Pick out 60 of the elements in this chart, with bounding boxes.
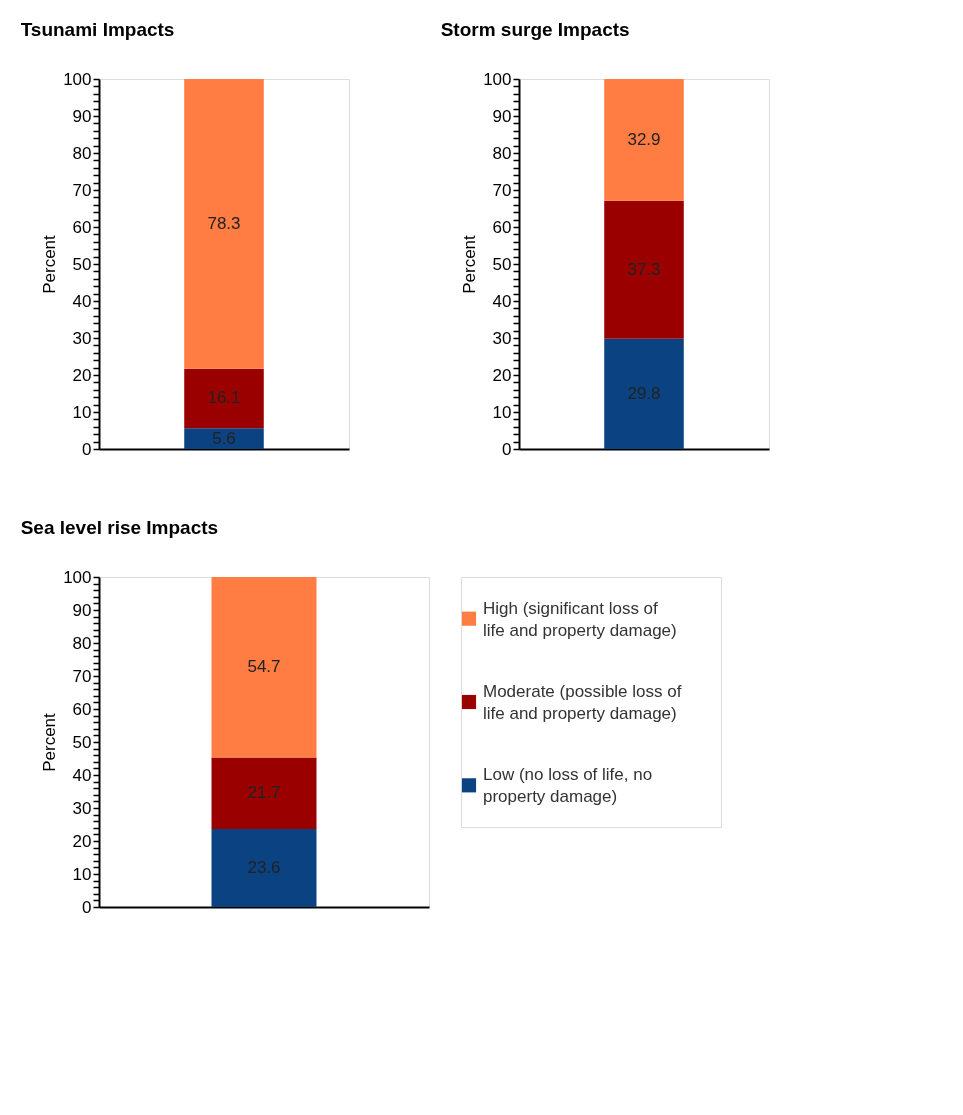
y-tick-label: 40 — [72, 765, 92, 785]
y-tick-label: 60 — [72, 699, 92, 719]
y-tick-label: 30 — [72, 328, 92, 348]
y-tick-label: 90 — [492, 106, 512, 126]
y-tick-label: 10 — [72, 864, 92, 884]
chart-title: Sea level rise Impacts — [20, 517, 219, 538]
y-tick-label: 50 — [492, 254, 512, 274]
data-label: 5.6 — [212, 428, 236, 448]
y-tick-label: 100 — [63, 69, 92, 89]
bar — [604, 200, 684, 339]
y-axis-title: Percent — [40, 234, 60, 294]
data-label: 21.7 — [247, 783, 281, 803]
y-axis-title: Percent — [40, 712, 60, 772]
y-tick-label: 60 — [492, 217, 512, 237]
legend-label: Low (no loss of life, no property damage) — [483, 765, 653, 807]
y-tick-label: 50 — [72, 732, 92, 752]
y-tick-label: 80 — [72, 633, 92, 653]
bar — [604, 338, 684, 449]
y-tick-label: 80 — [72, 143, 92, 163]
bar — [184, 368, 264, 429]
data-label: 16.1 — [207, 388, 241, 408]
y-tick-label: 70 — [72, 180, 92, 200]
y-tick-label: 90 — [72, 600, 92, 620]
y-tick-label: 20 — [72, 365, 92, 385]
legend-label: Moderate (possible loss of life and property damage) — [483, 682, 682, 723]
y-tick-label: 90 — [72, 106, 92, 126]
y-axis-title: Percent — [460, 234, 480, 294]
chart-title: Storm surge Impacts — [440, 19, 630, 40]
bar — [211, 757, 317, 830]
data-label: 78.3 — [207, 213, 241, 233]
y-tick-label: 10 — [492, 402, 512, 422]
y-tick-label: 100 — [483, 69, 512, 89]
bar — [604, 79, 684, 201]
y-tick-label: 70 — [72, 666, 92, 686]
data-label: 29.8 — [627, 383, 661, 403]
y-tick-label: 50 — [72, 254, 92, 274]
y-tick-label: 0 — [502, 439, 512, 459]
y-tick-label: 80 — [492, 143, 512, 163]
legend-label: High (significant loss of life and property damage) — [483, 598, 677, 640]
bar — [211, 577, 317, 758]
y-tick-label: 60 — [72, 217, 92, 237]
y-tick-label: 0 — [82, 897, 92, 917]
y-tick-label: 40 — [492, 291, 512, 311]
chart-title: Tsunami Impacts — [20, 19, 175, 40]
data-label: 23.6 — [247, 858, 281, 878]
data-label: 54.7 — [247, 657, 281, 677]
bar — [184, 79, 264, 369]
y-tick-label: 20 — [492, 365, 512, 385]
y-tick-label: 70 — [492, 180, 512, 200]
bar — [184, 428, 264, 449]
y-tick-label: 100 — [63, 567, 92, 587]
bar — [211, 829, 317, 907]
y-tick-label: 30 — [72, 798, 92, 818]
y-tick-label: 20 — [72, 831, 92, 851]
y-tick-label: 30 — [492, 328, 512, 348]
y-tick-label: 40 — [72, 291, 92, 311]
y-tick-label: 0 — [82, 439, 92, 459]
y-tick-label: 10 — [72, 402, 92, 422]
data-label: 32.9 — [627, 129, 661, 149]
data-label: 37.3 — [627, 259, 661, 279]
